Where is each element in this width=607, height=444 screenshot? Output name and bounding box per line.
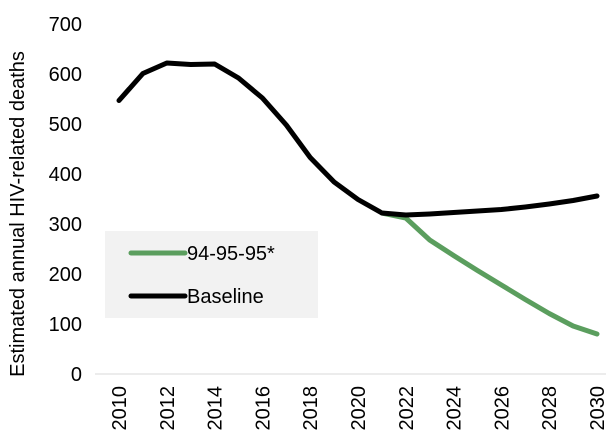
- y-tick-label: 100: [49, 314, 82, 336]
- y-tick-label: 700: [49, 14, 82, 36]
- y-tick-label: 400: [49, 164, 82, 186]
- series-lines: [116, 60, 600, 337]
- y-tick-label: 300: [49, 214, 82, 236]
- x-tick-label: 2010: [109, 386, 131, 431]
- x-tick-label: 2018: [300, 386, 322, 431]
- y-axis-tick-labels: 0 100 200 300 400 500 600 700: [49, 14, 82, 386]
- y-tick-label: 200: [49, 264, 82, 286]
- x-tick-label: 2012: [157, 386, 179, 431]
- x-tick-label: 2030: [587, 386, 607, 431]
- y-axis-title: Estimated annual HIV-related deaths: [7, 51, 29, 377]
- x-tick-label: 2016: [252, 386, 274, 431]
- y-tick-label: 0: [71, 364, 82, 386]
- legend-box: [105, 231, 318, 318]
- x-axis-tick-labels: 2010 2012 2014 2016 2018 2020 2022 2024 2026 2028…: [109, 386, 607, 431]
- legend-label-94-95-95: 94-95-95*: [187, 243, 275, 265]
- x-tick-label: 2028: [539, 386, 561, 431]
- x-tick-label: 2014: [205, 386, 227, 431]
- legend: 94-95-95* Baseline: [105, 231, 318, 318]
- y-tick-label: 500: [49, 114, 82, 136]
- x-tick-label: 2024: [444, 386, 466, 431]
- y-tick-label: 600: [49, 64, 82, 86]
- x-tick-label: 2020: [348, 386, 370, 431]
- x-tick-label: 2026: [491, 386, 513, 431]
- x-tick-label: 2022: [396, 386, 418, 431]
- y-axis-title-group: Estimated annual HIV-related deaths: [7, 51, 29, 377]
- series-line-94-95-95: [379, 210, 600, 337]
- series-line-baseline: [116, 60, 600, 218]
- legend-label-baseline: Baseline: [187, 286, 264, 308]
